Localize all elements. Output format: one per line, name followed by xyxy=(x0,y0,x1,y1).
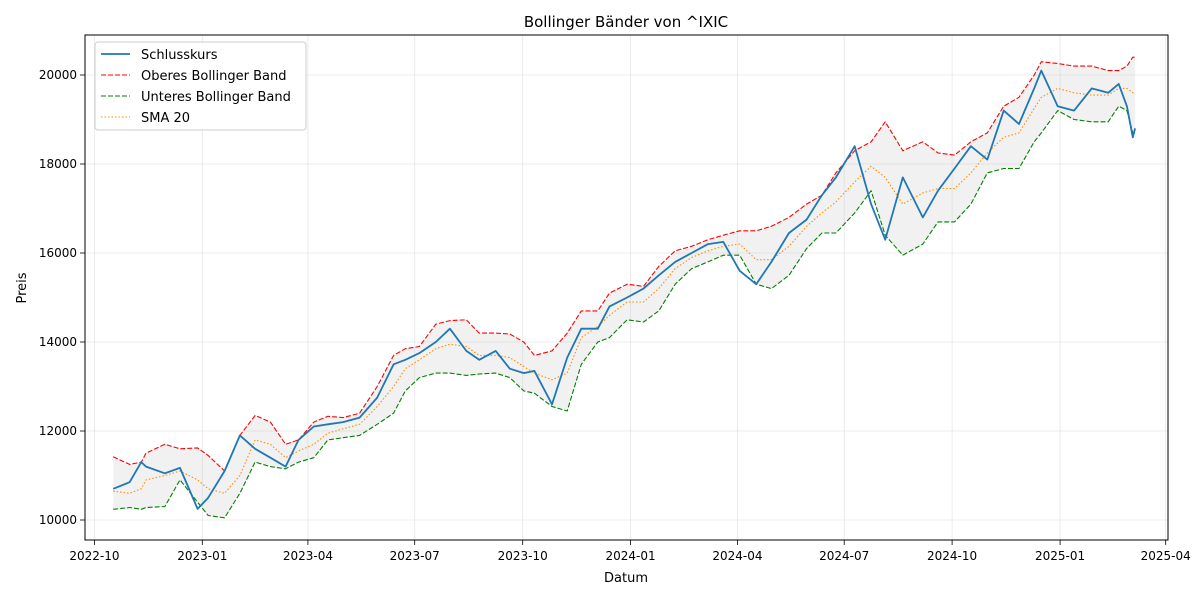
series-line-schlusskurs xyxy=(112,69,1136,510)
x-tick-label: 2023-07 xyxy=(390,549,440,563)
legend-label: Oberes Bollinger Band xyxy=(141,69,287,84)
y-tick-label: 10000 xyxy=(39,513,77,527)
x-tick-label: 2023-01 xyxy=(177,549,227,563)
x-tick-label: 2022-10 xyxy=(69,549,119,563)
y-axis-label: Preis xyxy=(15,272,30,303)
series-lines xyxy=(112,56,1136,519)
x-tick-label: 2023-10 xyxy=(498,549,548,563)
y-tick-label: 12000 xyxy=(39,424,77,438)
series-line-oberes-bollinger-band xyxy=(112,56,1136,472)
chart-title: Bollinger Bänder von ^IXIC xyxy=(524,13,728,31)
x-tick-label: 2025-04 xyxy=(1141,549,1191,563)
legend: Schlusskurs Oberes Bollinger Band Unteres … xyxy=(94,41,307,131)
y-tick-label: 20000 xyxy=(39,68,77,82)
x-tick-label: 2024-04 xyxy=(712,549,762,563)
y-tick-label: 16000 xyxy=(39,246,77,260)
series-line-sma-20 xyxy=(113,87,1136,494)
series-line-unteres-bollinger-band xyxy=(113,105,1136,519)
grid xyxy=(85,35,1168,540)
y-tick-label: 14000 xyxy=(39,335,77,349)
plot-frame xyxy=(84,34,1169,541)
x-axis: 2022-10 2023-01 2023-04 2023-07 2023-10 2024-… xyxy=(69,540,1191,563)
x-axis-label: Datum xyxy=(604,571,648,586)
y-tick-label: 18000 xyxy=(39,157,77,171)
legend-label: Schlusskurs xyxy=(141,48,218,63)
x-tick-label: 2025-01 xyxy=(1035,549,1085,563)
legend-label: SMA 20 xyxy=(141,111,190,126)
legend-box xyxy=(94,41,307,131)
x-tick-label: 2024-01 xyxy=(606,549,656,563)
x-tick-label: 2023-04 xyxy=(283,549,333,563)
x-tick-label: 2024-10 xyxy=(927,549,977,563)
x-tick-label: 2024-07 xyxy=(819,549,869,563)
legend-label: Unteres Bollinger Band xyxy=(141,90,291,105)
y-axis: 10000 12000 14000 16000 18000 20000 xyxy=(39,68,85,527)
